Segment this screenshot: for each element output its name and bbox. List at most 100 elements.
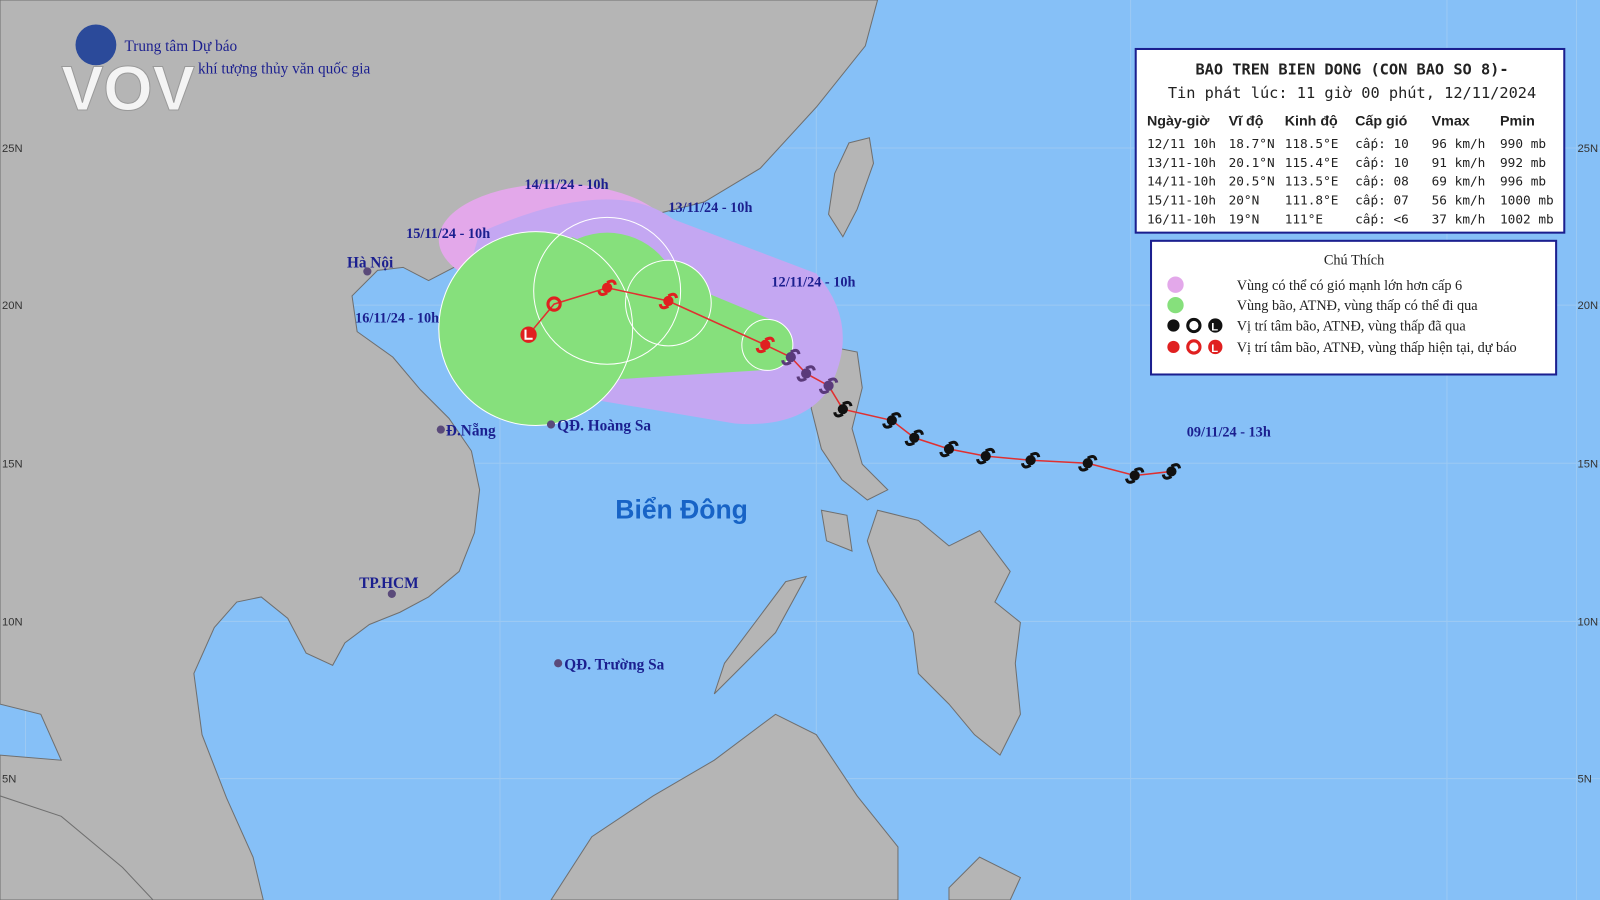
storm-eye [1025, 455, 1036, 466]
sea-name: Biển Đông [615, 494, 748, 524]
place-dots [363, 267, 563, 668]
track-label: 14/11/24 - 10h [524, 177, 608, 193]
storm-eye [909, 432, 920, 443]
table-header: Pmin [1500, 114, 1535, 130]
info-table: Ngày-giờ Vĩ độ Kinh độ Cấp gió Vmax Pmin 12/11… [1147, 114, 1554, 228]
latitude-label: 5N [1578, 774, 1592, 786]
legend-swatch [1167, 276, 1184, 293]
storm-eye [837, 404, 848, 415]
storm-eye [886, 415, 897, 426]
track-label: 16/11/24 - 10h [355, 310, 439, 326]
storm-eye [1166, 466, 1177, 477]
storm-symbol [1078, 455, 1098, 472]
table-cell: 1000 mb [1500, 194, 1554, 209]
track-label: 13/11/24 - 10h [668, 200, 752, 216]
svg-text:L: L [1211, 322, 1218, 334]
latitude-label: 25N [1578, 143, 1599, 155]
table-cell: 19°N [1229, 212, 1260, 227]
latitude-label: 10N [1578, 617, 1599, 629]
latitude-label: 10N [2, 617, 23, 629]
storm-eye [980, 451, 991, 462]
track-label: 15/11/24 - 10h [406, 226, 490, 242]
storm-arm [976, 447, 996, 465]
table-cell: 20.5°N [1229, 175, 1275, 190]
logo-line: Trung tâm Dự báo [124, 38, 237, 55]
legend-title: Chú Thích [1324, 252, 1384, 268]
track-label: 09/11/24 - 13h [1187, 425, 1271, 441]
table-cell: 13/11-10h [1147, 156, 1216, 171]
storm-symbol [1161, 463, 1182, 480]
table-cell: 113.5°E [1285, 175, 1339, 190]
storm-symbol [1020, 451, 1041, 469]
table-cell: 111.8°E [1285, 194, 1339, 209]
place-label: TP.HCM [359, 575, 418, 592]
storm-symbol [904, 429, 924, 447]
storm-symbol [818, 377, 839, 394]
table-header: Cấp gió [1355, 114, 1408, 130]
table-cell: cấp: <6 [1355, 212, 1409, 227]
place-label: Hà Nội [347, 254, 394, 271]
storm-symbol [597, 279, 617, 297]
storm-arm [833, 400, 853, 418]
legend-swatch [1167, 296, 1184, 314]
logo-brand: VOV [61, 54, 195, 124]
table-cell: 56 km/h [1432, 194, 1486, 209]
storm-symbol [939, 440, 959, 458]
info-title: BAO TREN BIEN DONG (CON BAO SO 8)- [1195, 60, 1508, 78]
table-header: Vĩ độ [1229, 114, 1264, 130]
logo: VOV Trung tâm Dự báo khí tượng thủy văn … [61, 24, 370, 125]
storm-symbol [976, 447, 996, 465]
table-cell: cấp: 08 [1355, 175, 1409, 190]
table-cell: 992 mb [1500, 156, 1546, 171]
low-letter [524, 329, 533, 340]
low-center [546, 296, 562, 312]
storm-eye [760, 339, 771, 350]
latitude-labels: 25N 20N 15N 10N 5N 25N 20N 15N 10N 5N [2, 143, 1598, 786]
info-box-frame [1134, 47, 1566, 234]
land [0, 0, 1022, 900]
table-header: Vmax [1432, 114, 1470, 130]
storm-arm [781, 348, 801, 366]
storm-arm [939, 440, 959, 458]
table-cell: cấp: 10 [1355, 156, 1409, 171]
latitude-label: 25N [2, 143, 23, 155]
storm-arm [818, 377, 839, 394]
storm-arm [1125, 467, 1145, 484]
info-subtitle: Tin phát lúc: 11 giờ 00 phút, 12/11/2024 [1168, 84, 1536, 102]
storm-eye [801, 368, 812, 379]
place-label: QĐ. Trường Sa [564, 656, 664, 673]
table-cell: 1002 mb [1500, 212, 1554, 227]
legend-item: Vị trí tâm bão, ATNĐ, vùng thấp hiện tại… [1237, 340, 1517, 356]
info-box: BAO TREN BIEN DONG (CON BAO SO 8)- Tin p… [1134, 47, 1566, 234]
storm-arm [1020, 451, 1041, 469]
table-cell: 18.7°N [1229, 137, 1275, 152]
storm-symbol [781, 348, 801, 366]
svg-text:L: L [1211, 343, 1218, 355]
latitude-label: 15N [2, 458, 23, 470]
legend-item: Vùng có thể có gió mạnh lớn hơn cấp 6 [1237, 278, 1462, 294]
track-label: 12/11/24 - 10h [771, 275, 855, 291]
table-cell: cấp: 07 [1355, 194, 1409, 209]
low-pressure [520, 326, 537, 343]
storm-symbol [882, 412, 902, 429]
place-label: Đ.Nẵng [446, 423, 496, 440]
storm-symbol [658, 292, 679, 310]
legend: Chú Thích L L Vùng có thể có gió mạnh lớ… [1150, 239, 1558, 376]
latitude-label: 15N [1578, 458, 1599, 470]
table-cell: 990 mb [1500, 137, 1546, 152]
table-cell: cấp: 10 [1355, 137, 1409, 152]
legend-symbols-forecast: L [1167, 339, 1223, 355]
latitude-label: 20N [1578, 300, 1599, 312]
storm-arm [597, 279, 617, 297]
storm-symbol [1125, 467, 1145, 484]
table-cell: 96 km/h [1432, 137, 1486, 152]
storm-arm [1078, 455, 1098, 472]
storm-symbol [796, 365, 816, 382]
latitude-label: 5N [2, 774, 16, 786]
place-label: QĐ. Hoàng Sa [557, 418, 651, 435]
table-cell: 69 km/h [1432, 175, 1486, 190]
storm-positions [520, 279, 1182, 484]
storm-arm [882, 412, 902, 429]
storm-eye [1082, 458, 1093, 469]
storm-symbol [833, 400, 853, 418]
